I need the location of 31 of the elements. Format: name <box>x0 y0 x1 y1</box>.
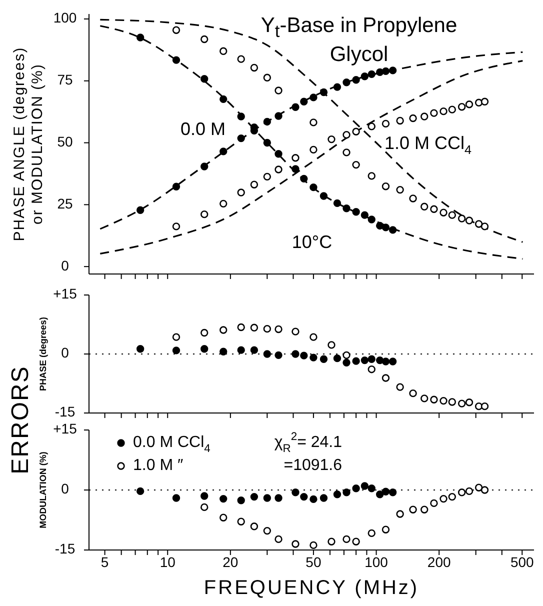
y-axis-title: PHASE (degrees) <box>38 316 48 392</box>
x-axis-title: FREQUENCY (MHz) <box>204 577 420 599</box>
x-tick-label: 50 <box>306 554 322 570</box>
y-tick-label: 50 <box>57 133 73 150</box>
text: Y$_{t}$-Base in Propylene Glycol <box>260 14 458 66</box>
y-tick-label: +15 <box>53 286 78 302</box>
text: ERRORS <box>7 366 34 474</box>
y-axis-title: MODULATION (%) <box>38 452 48 528</box>
x-tick-label: 5 <box>100 554 109 570</box>
annotation: =1091.6 <box>284 457 342 474</box>
x-tick-label: 200 <box>427 554 451 570</box>
y-tick-label: -15 <box>54 404 76 420</box>
legend-label: 1.0 M ″ <box>133 457 184 474</box>
x-tick-label: 10 <box>160 554 176 570</box>
y-tick-label: 0 <box>61 480 70 497</box>
annotation: χ$_{R}$$^{2}$= 24.1 <box>274 430 342 455</box>
legend-label: 0.0 M CCl$_{4}$ <box>133 434 210 455</box>
y-tick-label: 100 <box>53 10 77 26</box>
y-tick-label: 0 <box>61 344 70 361</box>
x-tick-label: 100 <box>364 554 388 570</box>
x-tick-label: 500 <box>510 554 534 570</box>
y-tick-label: 75 <box>57 72 73 88</box>
annotation: 0.0 M <box>180 118 226 139</box>
y-tick-label: +15 <box>53 420 78 437</box>
y-tick-label: -15 <box>54 540 76 557</box>
annotation: 1.0 M CCl$_{4}$ <box>384 132 472 158</box>
x-tick-label: 20 <box>222 554 238 570</box>
y-tick-label: 0 <box>61 257 70 274</box>
annotation: 10°C <box>292 232 332 252</box>
y-axis-title: PHASE ANGLE (degrees) or MODULATION (%) <box>10 46 46 242</box>
y-tick-label: 25 <box>57 195 73 212</box>
